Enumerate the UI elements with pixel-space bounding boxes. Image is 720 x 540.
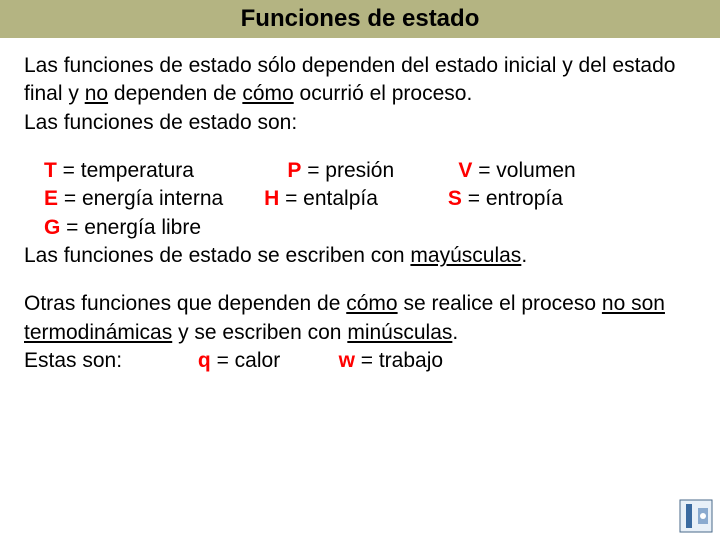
paragraph-intro: Las funciones de estado sólo dependen de… <box>24 52 696 137</box>
text: y se escriben con <box>172 321 347 344</box>
def-G: = energía libre <box>60 216 201 239</box>
indent <box>24 159 44 182</box>
def-V: = volumen <box>472 159 575 182</box>
underline-mayusculas: mayúsculas <box>410 244 521 267</box>
def-q: = calor <box>211 349 280 372</box>
underline-minusculas: minúsculas <box>347 321 452 344</box>
var-H: H <box>264 187 279 210</box>
var-w: w <box>339 349 355 372</box>
def-E: = energía interna <box>58 187 223 210</box>
slide-title: Funciones de estado <box>241 5 480 32</box>
indent <box>24 216 44 239</box>
title-bar: Funciones de estado <box>0 0 720 38</box>
text: Las funciones de estado se escriben con <box>24 244 410 267</box>
underline-como: cómo <box>242 82 293 105</box>
def-P: = presión <box>301 159 394 182</box>
logo-icon <box>678 498 714 534</box>
text: Otras funciones que dependen de <box>24 292 346 315</box>
slide-body: Las funciones de estado sólo dependen de… <box>0 38 720 375</box>
underline-no: no <box>85 82 108 105</box>
slide: Funciones de estado Las funciones de est… <box>0 0 720 540</box>
var-G: G <box>44 216 60 239</box>
var-E: E <box>44 187 58 210</box>
text: Estas son: <box>24 349 122 372</box>
text: se realice el proceso <box>398 292 602 315</box>
var-V: V <box>458 159 472 182</box>
paragraph-other-functions: Otras funciones que dependen de cómo se … <box>24 290 696 375</box>
var-q: q <box>198 349 211 372</box>
state-functions-list: T = temperatura P = presión V = volumen … <box>24 157 696 270</box>
text: . <box>521 244 527 267</box>
def-S: = entropía <box>462 187 563 210</box>
text: . <box>452 321 458 344</box>
indent <box>24 187 44 210</box>
var-S: S <box>448 187 462 210</box>
var-P: P <box>287 159 301 182</box>
underline-como2: cómo <box>346 292 397 315</box>
def-T: = temperatura <box>57 159 194 182</box>
text: dependen de <box>108 82 242 105</box>
var-T: T <box>44 159 57 182</box>
def-w: = trabajo <box>355 349 443 372</box>
text: Las funciones de estado son: <box>24 111 297 134</box>
def-H: = entalpía <box>279 187 378 210</box>
text: ocurrió el proceso. <box>294 82 473 105</box>
